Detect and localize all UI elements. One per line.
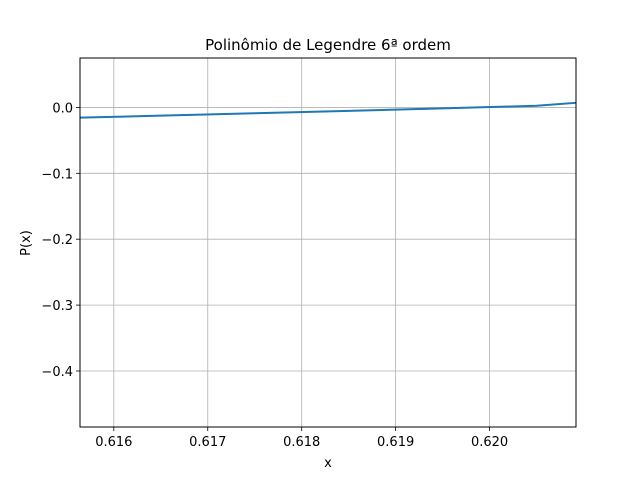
x-axis-ticks: 0.616 0.617 0.618 0.619 0.620	[95, 427, 508, 450]
x-tick-label: 0.616	[95, 435, 132, 450]
y-tick-label: −0.1	[41, 167, 73, 182]
x-tick-label: 0.619	[377, 435, 414, 450]
x-tick-label: 0.618	[283, 435, 320, 450]
grid-lines	[80, 58, 576, 427]
y-tick-label: 0.0	[52, 101, 73, 116]
x-axis-label: x	[324, 456, 332, 471]
series-line	[79, 101, 577, 119]
x-tick-label: 0.617	[189, 435, 226, 450]
series-layer	[79, 101, 577, 119]
y-tick-label: −0.2	[41, 233, 73, 248]
y-tick-label: −0.3	[41, 299, 73, 314]
chart-title: Polinômio de Legendre 6ª ordem	[205, 36, 451, 54]
x-tick-label: 0.620	[471, 435, 508, 450]
y-axis-label: P(x)	[19, 230, 34, 256]
plot-area-frame	[79, 57, 577, 428]
y-axis-ticks: 0.0 −0.1 −0.2 −0.3 −0.4	[41, 101, 80, 380]
y-tick-label: −0.4	[41, 365, 73, 380]
